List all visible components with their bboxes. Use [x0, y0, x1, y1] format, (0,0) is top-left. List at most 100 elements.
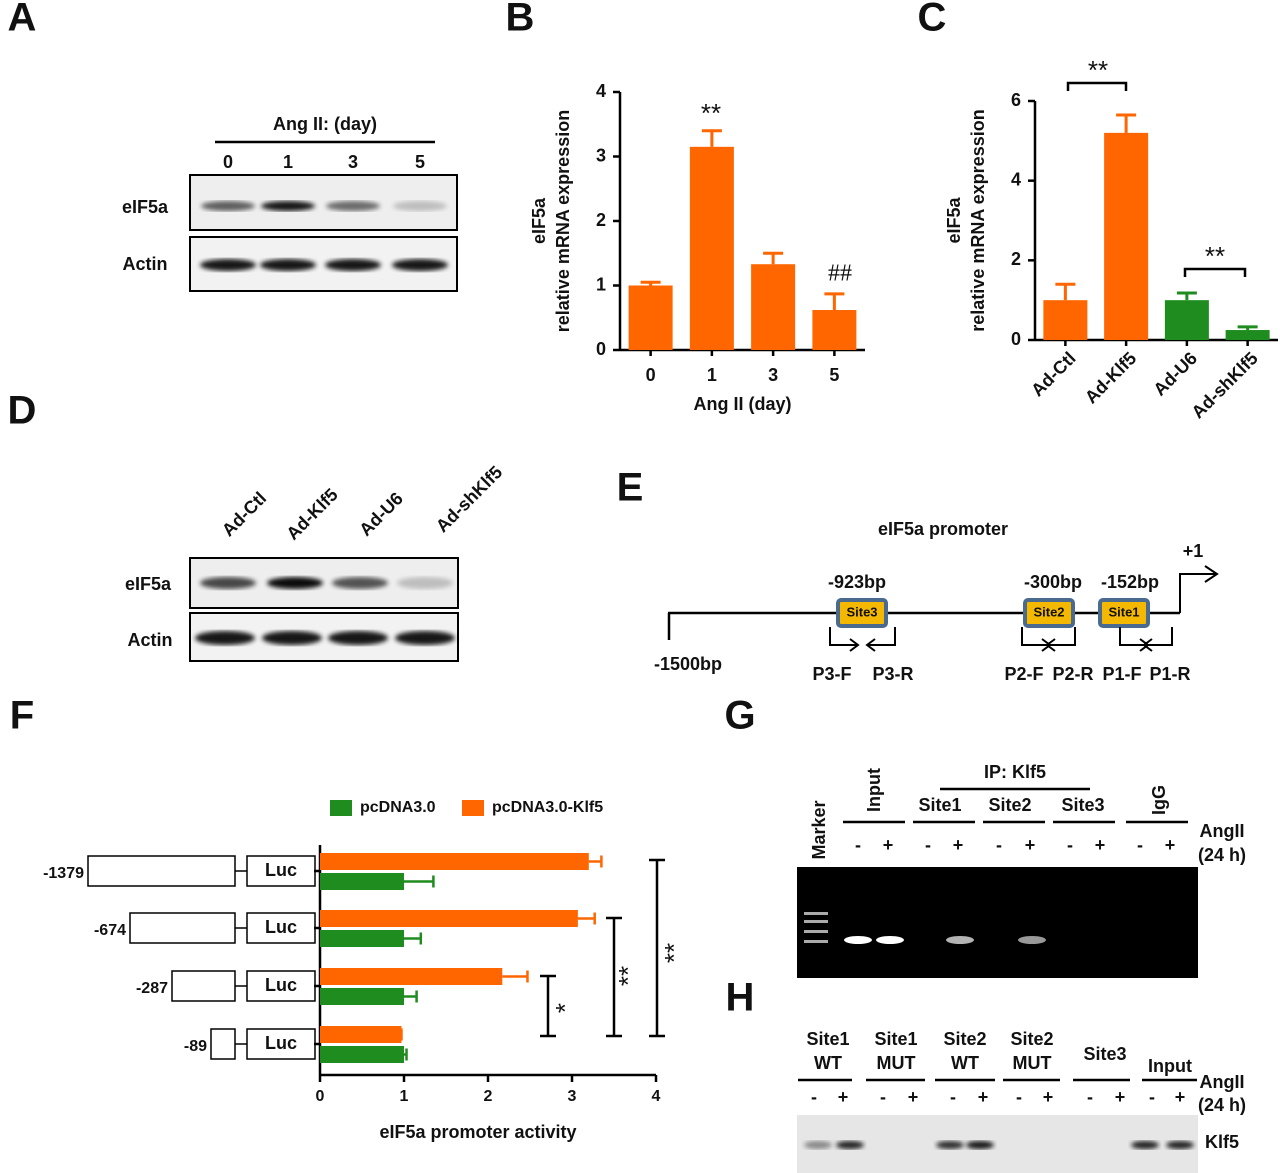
row-label: Actin — [123, 254, 168, 274]
error-bar — [763, 251, 784, 265]
error-bar — [404, 875, 435, 888]
bar — [320, 930, 404, 947]
lane-label: MUT — [1013, 1053, 1052, 1073]
y-tick-label: 4 — [1011, 169, 1021, 189]
band — [201, 201, 255, 211]
gel-band — [844, 936, 872, 944]
treatment: AngII — [1200, 821, 1245, 841]
site-box — [1023, 598, 1075, 628]
blot — [797, 1115, 1198, 1173]
sign: - — [1016, 1087, 1022, 1107]
sign: + — [1043, 1087, 1054, 1107]
primer-arrow — [865, 627, 896, 652]
x-tick-label: 2 — [484, 1088, 493, 1105]
panel-label: H — [726, 976, 755, 1020]
legend-label: pcDNA3.0-Klf5 — [492, 799, 603, 816]
bar — [1164, 300, 1209, 340]
lane-label: Site1 — [918, 795, 961, 815]
band — [1166, 1141, 1194, 1149]
promoter-box — [129, 912, 236, 944]
x-tick-label: Ad-shKlf5 — [1188, 348, 1262, 422]
error-bar — [1116, 113, 1137, 133]
band — [325, 259, 381, 271]
error-bar — [588, 855, 603, 868]
primer-label: P3-R — [872, 664, 913, 684]
primer-label: P2-F — [1004, 664, 1043, 684]
y-tick-label: 3 — [596, 145, 606, 165]
annotation: * — [550, 1003, 580, 1013]
panel-label: A — [8, 0, 37, 40]
gel-band — [876, 936, 904, 944]
x-tick-label: 1 — [707, 365, 717, 385]
band — [395, 631, 455, 645]
bar — [1043, 300, 1088, 340]
lane-label: Site2 — [988, 795, 1031, 815]
x-tick-label: 4 — [652, 1088, 661, 1105]
bracket — [540, 974, 556, 1038]
luc-box — [246, 1028, 316, 1060]
row-label: eIF5a — [125, 574, 172, 594]
y-axis-label: eIF5a — [944, 196, 964, 243]
x-axis-label: Ang II (day) — [694, 394, 792, 414]
sign: + — [953, 835, 964, 855]
lane-label: IgG — [1149, 785, 1169, 815]
error-bar — [1176, 291, 1197, 301]
lane-label: Marker — [809, 800, 829, 859]
band — [332, 577, 388, 589]
ladder — [804, 912, 828, 915]
lane-label: Site3 — [1083, 1044, 1126, 1064]
x-tick-label: Ad-Ctl — [1027, 348, 1079, 400]
error-bar — [1055, 282, 1076, 301]
y-tick-label: 4 — [596, 81, 606, 101]
y-tick-label: 2 — [596, 210, 606, 230]
error-bar — [404, 932, 423, 945]
blot-header: Ang II: (day) — [273, 114, 377, 134]
luc-label: Luc — [265, 917, 297, 937]
lane-label: Site1 — [874, 1029, 917, 1049]
x-tick-label: 3 — [768, 365, 778, 385]
error-bar — [701, 129, 722, 147]
bracket — [649, 858, 665, 1038]
luc-box — [246, 912, 316, 944]
lane-label: Ad-Ctl — [218, 488, 270, 540]
panel-label: F — [10, 694, 34, 738]
primer-label: P2-R — [1052, 664, 1093, 684]
y-tick-label: 0 — [1011, 329, 1021, 349]
annotation: ** — [1088, 55, 1108, 85]
lane-label: Input — [1148, 1056, 1192, 1076]
sign: - — [950, 1087, 956, 1107]
bar — [1225, 330, 1270, 340]
sign: - — [880, 1087, 886, 1107]
x-axis-label: eIF5a promoter activity — [379, 1122, 576, 1142]
x-tick-label: 5 — [829, 365, 839, 385]
bar — [1104, 132, 1149, 340]
sign: - — [1137, 835, 1143, 855]
bar — [320, 1026, 402, 1043]
site-box — [1098, 598, 1150, 628]
primer-arrow — [1119, 627, 1150, 652]
legend-label: pcDNA3.0 — [360, 799, 436, 816]
band — [200, 259, 256, 271]
annotation: ** — [613, 966, 643, 986]
time: (24 h) — [1198, 1095, 1246, 1115]
start-label: -1500bp — [654, 654, 722, 674]
sign: + — [883, 835, 894, 855]
construct-label: -1379 — [43, 865, 84, 882]
panel-label: D — [8, 389, 37, 433]
ladder — [804, 940, 828, 943]
sign: - — [1149, 1087, 1155, 1107]
bar — [812, 310, 857, 350]
annotation: ** — [701, 98, 721, 128]
sign: - — [811, 1087, 817, 1107]
site-name: Site3 — [846, 604, 877, 619]
bracket — [1183, 267, 1247, 277]
promoter-box — [87, 855, 236, 887]
treatment: AngII — [1200, 1072, 1245, 1092]
site-position: -300bp — [1024, 572, 1082, 592]
sign: + — [838, 1087, 849, 1107]
sign: + — [1165, 835, 1176, 855]
primer-label: P1-F — [1102, 664, 1141, 684]
gel-band — [946, 936, 974, 944]
site-name: Site2 — [1033, 604, 1064, 619]
primer-label: P3-F — [812, 664, 851, 684]
